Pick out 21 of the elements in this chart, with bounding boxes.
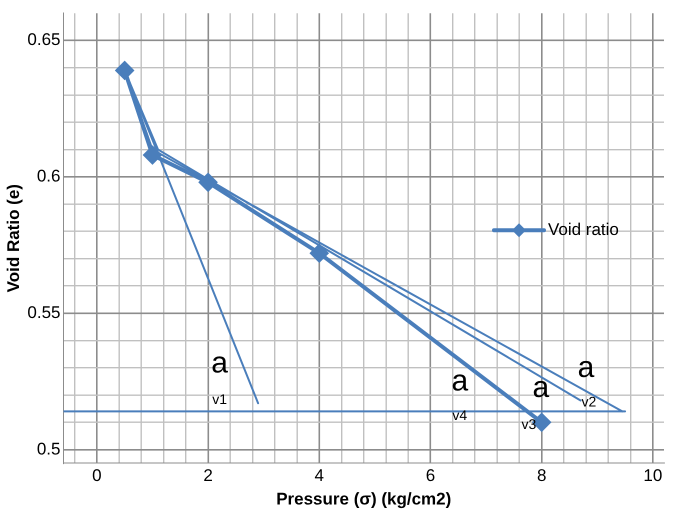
x-tick-label: 2 (203, 466, 213, 486)
annotation: v2 (582, 393, 597, 410)
y-tick-label: 0.65 (27, 30, 60, 50)
annotation: v1 (212, 391, 228, 408)
x-axis-title: Pressure (σ) (kg/cm2) (276, 489, 452, 508)
y-tick-label: 0.6 (36, 166, 60, 186)
x-tick-label: 0 (92, 466, 102, 486)
annotation: a (451, 364, 468, 398)
y-axis-title: Void Ratio (e) (4, 184, 23, 292)
legend-label: Void ratio (548, 220, 619, 239)
x-tick-label: 8 (536, 466, 546, 486)
x-tick-label: 6 (426, 466, 436, 486)
y-tick-label: 0.5 (36, 439, 60, 458)
y-tick-label: 0.55 (27, 302, 60, 322)
annotation: v3 (521, 416, 536, 432)
annotation: a (532, 371, 550, 404)
annotation: v4 (452, 406, 468, 423)
annotation: a (578, 350, 595, 384)
annotation: a (211, 346, 228, 380)
x-tick-label: 10 (643, 466, 662, 486)
x-tick-label: 4 (314, 466, 324, 486)
